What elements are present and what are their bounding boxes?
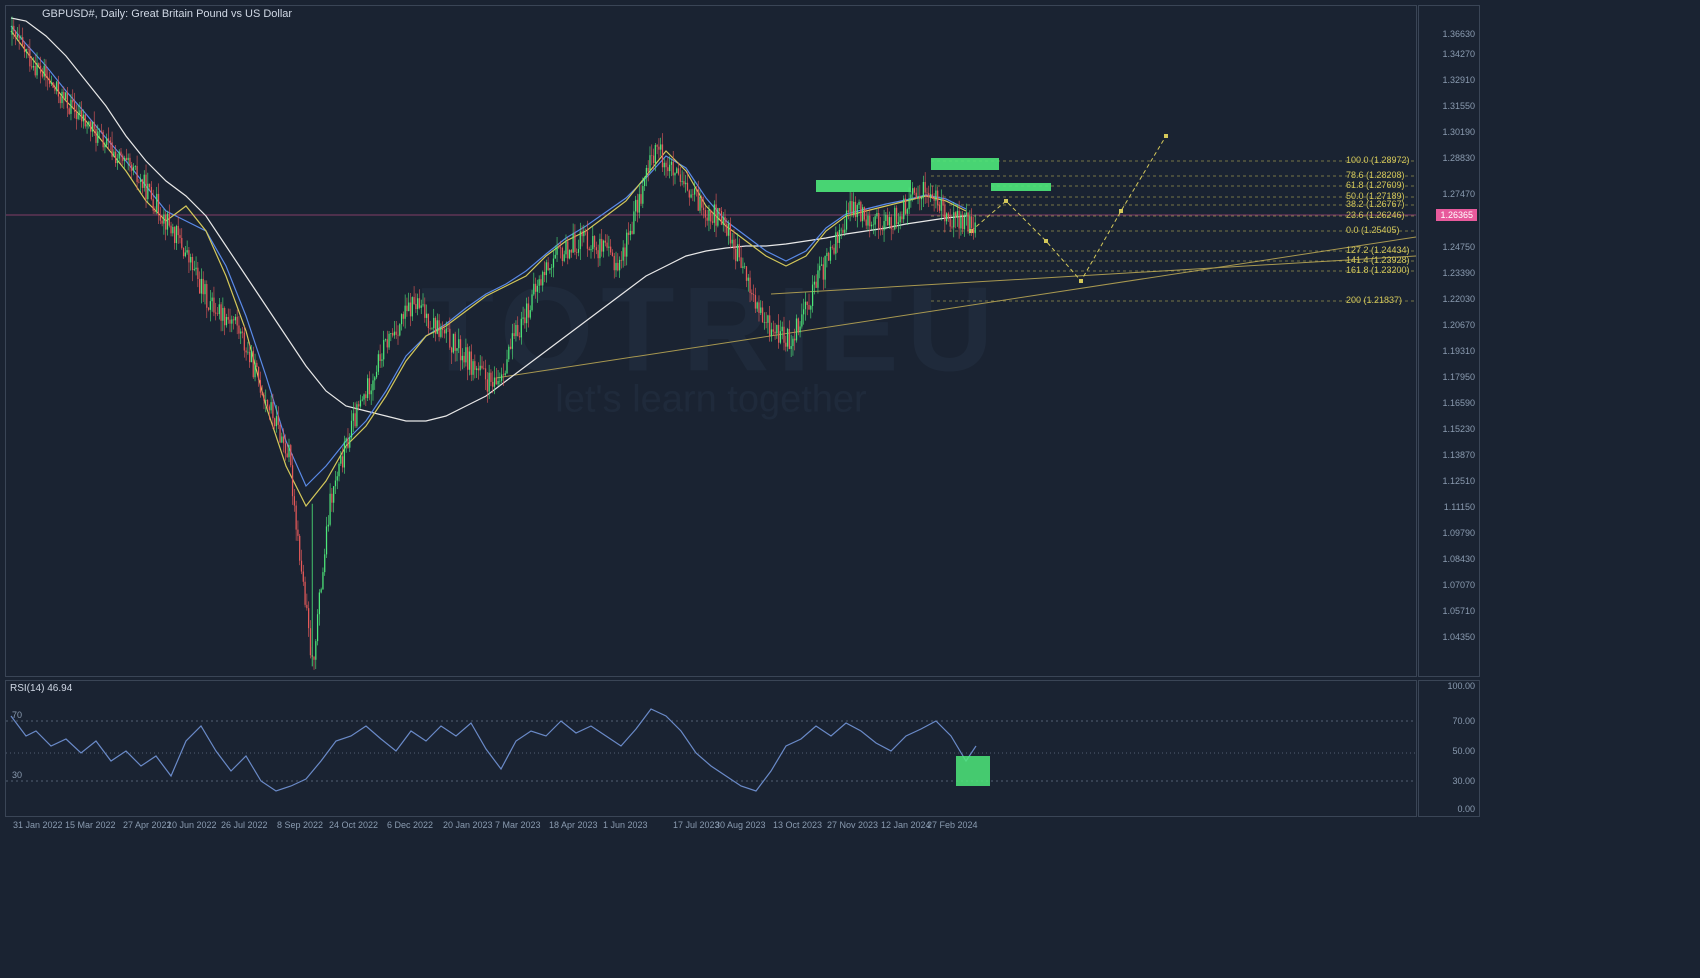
ticker: GBPUSD# <box>42 8 95 20</box>
fib-level-label: 100.0 (1.28972) <box>1346 155 1410 165</box>
price-tick: 1.15230 <box>1442 424 1475 434</box>
price-tick: 1.22030 <box>1442 294 1475 304</box>
time-tick: 8 Sep 2022 <box>277 820 323 830</box>
price-tick: 1.05710 <box>1442 606 1475 616</box>
current-price-badge: 1.26365 <box>1436 209 1477 221</box>
svg-text:30: 30 <box>12 770 22 780</box>
rsi-tick: 0.00 <box>1457 804 1475 814</box>
timeframe: Daily <box>101 8 125 20</box>
rsi-svg: 7030 <box>6 681 1416 816</box>
time-axis: 31 Jan 202215 Mar 2022 27 Apr 202210 Jun … <box>5 818 1415 836</box>
rsi-label: RSI(14) 46.94 <box>10 683 72 694</box>
time-tick: 24 Oct 2022 <box>329 820 378 830</box>
price-tick: 1.11150 <box>1444 502 1475 512</box>
price-tick: 1.32910 <box>1442 75 1475 85</box>
fib-level-label: 0.0 (1.25405) <box>1346 225 1400 235</box>
time-tick: 31 Jan 2022 <box>13 820 63 830</box>
price-axis: 1.36630 1.34270 1.32910 1.31550 1.30190 1.288… <box>1418 5 1480 677</box>
price-tick: 1.19310 <box>1442 346 1475 356</box>
price-tick: 1.27470 <box>1442 189 1475 199</box>
time-tick: 17 Jul 2023 <box>673 820 720 830</box>
price-tick: 1.07070 <box>1442 580 1475 590</box>
rsi-tick: 50.00 <box>1452 746 1475 756</box>
time-tick: 20 Jan 2023 <box>443 820 493 830</box>
fib-level-label: 38.2 (1.26767) <box>1346 199 1405 209</box>
price-tick: 1.16590 <box>1442 398 1475 408</box>
fib-level-label: 200 (1.21837) <box>1346 295 1402 305</box>
rsi-tick: 100.00 <box>1447 681 1475 691</box>
candle-svg <box>6 6 1416 676</box>
price-tick: 1.28830 <box>1442 153 1475 163</box>
description: Great Britain Pound vs US Dollar <box>131 8 292 20</box>
fib-level-label: 127.2 (1.24434) <box>1346 245 1410 255</box>
price-tick: 1.24750 <box>1442 242 1475 252</box>
price-tick: 1.17950 <box>1442 372 1475 382</box>
price-tick: 1.04350 <box>1442 632 1475 642</box>
fib-level-label: 141.4 (1.23928) <box>1346 255 1410 265</box>
rsi-tick: 70.00 <box>1452 716 1475 726</box>
price-tick: 1.08430 <box>1442 554 1475 564</box>
time-tick: 27 Feb 2024 <box>927 820 978 830</box>
time-tick: 13 Oct 2023 <box>773 820 822 830</box>
time-tick: 7 Mar 2023 <box>495 820 541 830</box>
time-tick: 10 Jun 2022 <box>167 820 217 830</box>
symbol-title: GBPUSD#, Daily: Great Britain Pound vs U… <box>42 8 292 20</box>
price-tick: 1.36630 <box>1442 29 1475 39</box>
price-tick: 1.23390 <box>1442 268 1475 278</box>
time-tick: 15 Mar 2022 <box>65 820 116 830</box>
price-tick: 1.12510 <box>1442 476 1475 486</box>
price-tick: 1.09790 <box>1442 528 1475 538</box>
time-tick: 27 Apr 2022 <box>123 820 172 830</box>
price-tick: 1.34270 <box>1442 49 1475 59</box>
rsi-indicator-chart[interactable]: 7030 <box>5 680 1417 817</box>
fib-level-label: 161.8 (1.23200) <box>1346 265 1410 275</box>
time-tick: 30 Aug 2023 <box>715 820 766 830</box>
rsi-tick: 30.00 <box>1452 776 1475 786</box>
trading-chart-container: GBPUSD#, Daily: Great Britain Pound vs U… <box>0 0 1700 978</box>
fib-level-label: 23.6 (1.26246) <box>1346 210 1405 220</box>
fib-level-label: 61.8 (1.27609) <box>1346 180 1405 190</box>
main-price-chart[interactable]: TOTRIEU let's learn together <box>5 5 1417 677</box>
price-tick: 1.20670 <box>1442 320 1475 330</box>
price-tick: 1.30190 <box>1442 127 1475 137</box>
time-tick: 26 Jul 2022 <box>221 820 268 830</box>
price-tick: 1.13870 <box>1442 450 1475 460</box>
time-tick: 27 Nov 2023 <box>827 820 878 830</box>
time-tick: 1 Jun 2023 <box>603 820 648 830</box>
rsi-axis: 100.00 70.00 50.00 30.00 0.00 <box>1418 680 1480 817</box>
fib-level-label: 78.6 (1.28208) <box>1346 170 1405 180</box>
time-tick: 6 Dec 2022 <box>387 820 433 830</box>
time-tick: 18 Apr 2023 <box>549 820 598 830</box>
time-tick: 12 Jan 2024 <box>881 820 931 830</box>
price-tick: 1.31550 <box>1442 101 1475 111</box>
